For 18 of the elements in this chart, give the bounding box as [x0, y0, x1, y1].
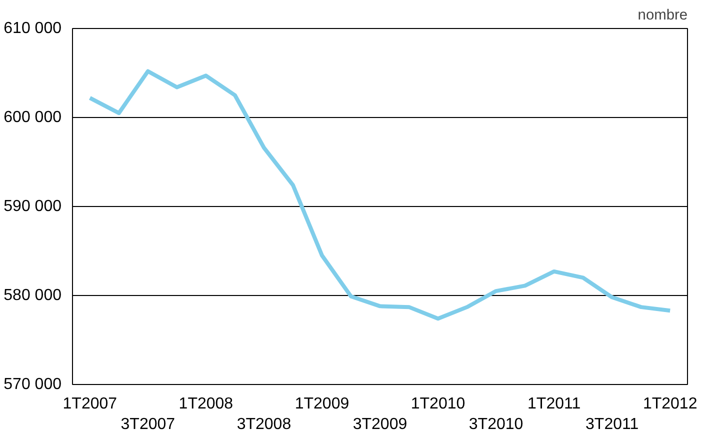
x-tick-label: 3T2010	[468, 416, 524, 433]
y-tick-label: 590 000	[4, 198, 62, 215]
x-tick-label: 1T2012	[642, 396, 698, 412]
x-tick-label: 1T2008	[178, 396, 234, 412]
y-tick-label: 580 000	[4, 287, 62, 304]
x-tick-label: 3T2009	[352, 416, 408, 433]
y-tick-label: 610 000	[4, 20, 62, 37]
line-series	[88, 69, 672, 321]
x-tick-label: 3T2008	[236, 416, 292, 433]
x-tick-label: 3T2011	[586, 416, 639, 433]
y-axis-title: nombre	[638, 8, 688, 24]
x-tick-label: 3T2007	[120, 416, 176, 433]
x-tick-label: 1T2007	[62, 396, 118, 412]
x-tick-label: 1T2011	[528, 396, 581, 412]
x-tick-label: 1T2009	[294, 396, 350, 412]
y-tick-label: 570 000	[4, 376, 62, 393]
y-tick-label: 600 000	[4, 109, 62, 126]
x-tick-label: 1T2010	[410, 396, 466, 412]
